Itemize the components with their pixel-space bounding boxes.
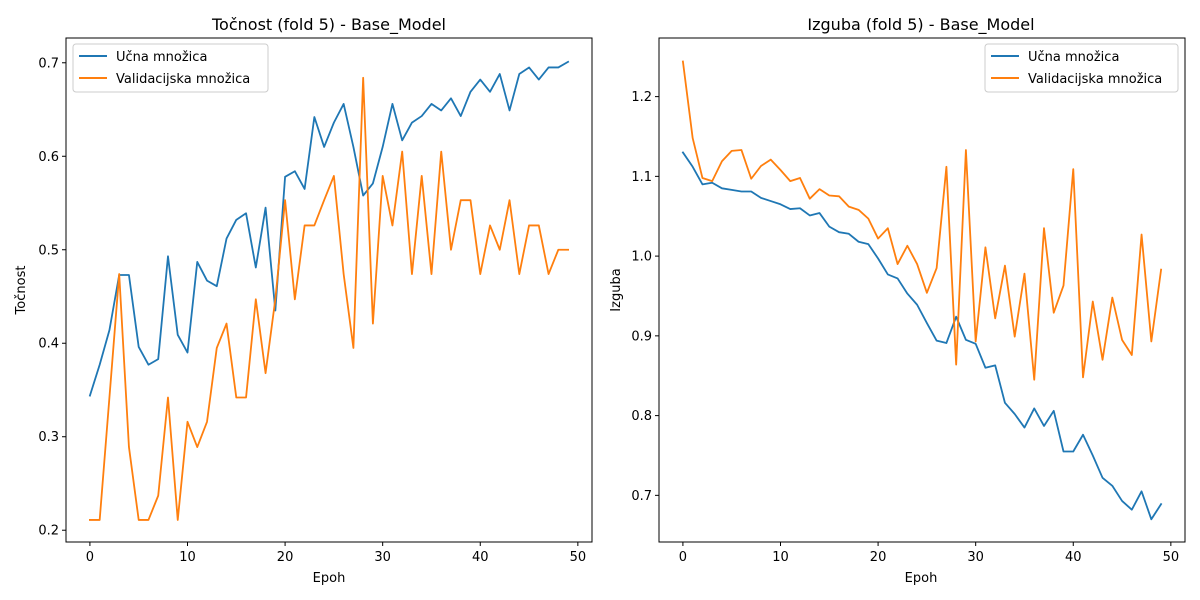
legend-box [72,43,269,93]
series-line-train [88,60,570,397]
x-tick-label: 10 [772,550,789,565]
y-tick-label: 0.8 [631,409,652,424]
y-tick-label: 0.5 [38,243,59,258]
legend: Učna množica Validacijska množica [984,43,1179,93]
x-tick-label: 20 [277,550,294,565]
series-line-validation [89,76,569,521]
y-tick-label: 0.7 [38,56,59,71]
y-tick-label: 0.4 [38,337,59,352]
x-tick-label: 0 [86,550,94,565]
x-tick-label: 10 [179,550,196,565]
x-tick-label: 50 [1163,550,1180,565]
y-tick-label: 0.3 [38,430,59,445]
legend-box [984,43,1179,93]
legend-label-validation: Validacijska množica [1028,72,1162,87]
series-line-train [681,151,1163,521]
y-tick-label: 1.0 [631,250,652,265]
accuracy-chart: Točnost (fold 5) - Base_Model 0 10 20 30 40 5… [14,15,593,586]
y-tick-label: 1.1 [631,170,652,185]
legend-label-validation: Validacijska množica [116,72,250,87]
x-tick-label: 30 [967,550,984,565]
legend-label-train: Učna množica [116,50,207,65]
x-tick-label: 40 [1065,550,1082,565]
x-tick-label: 0 [679,550,687,565]
y-tick-label: 0.7 [631,489,652,504]
chart-title: Izguba (fold 5) - Base_Model [807,15,1034,35]
plot-frame [65,37,593,543]
x-tick-label: 40 [472,550,489,565]
y-tick-label: 0.6 [38,150,59,165]
y-tick-label: 1.2 [631,90,652,105]
x-tick-label: 20 [870,550,887,565]
ticks-layer: 0 10 20 30 40 50 0.7 0.8 0.9 1.0 1.1 1.2 [631,90,1179,565]
legend: Učna množica Validacijska množica [72,43,269,93]
legend-label-train: Učna množica [1028,50,1119,65]
x-tick-label: 50 [570,550,587,565]
ticks-layer: 0 10 20 30 40 50 0.2 0.3 0.4 0.5 0.6 0.7 [38,56,586,565]
x-axis-label: Epoh [905,571,938,586]
x-tick-label: 30 [374,550,391,565]
y-axis-label: Točnost [14,266,29,316]
x-axis-label: Epoh [313,571,346,586]
series-layer [681,60,1163,521]
y-tick-label: 0.2 [38,524,59,539]
series-line-validation [681,60,1163,381]
y-tick-label: 0.9 [631,329,652,344]
loss-chart: Izguba (fold 5) - Base_Model 0 10 20 30 40 50… [609,15,1186,586]
plot-frame [658,37,1186,543]
y-axis-label: Izguba [609,268,624,311]
chart-title: Točnost (fold 5) - Base_Model [211,15,446,35]
series-layer [88,60,570,521]
